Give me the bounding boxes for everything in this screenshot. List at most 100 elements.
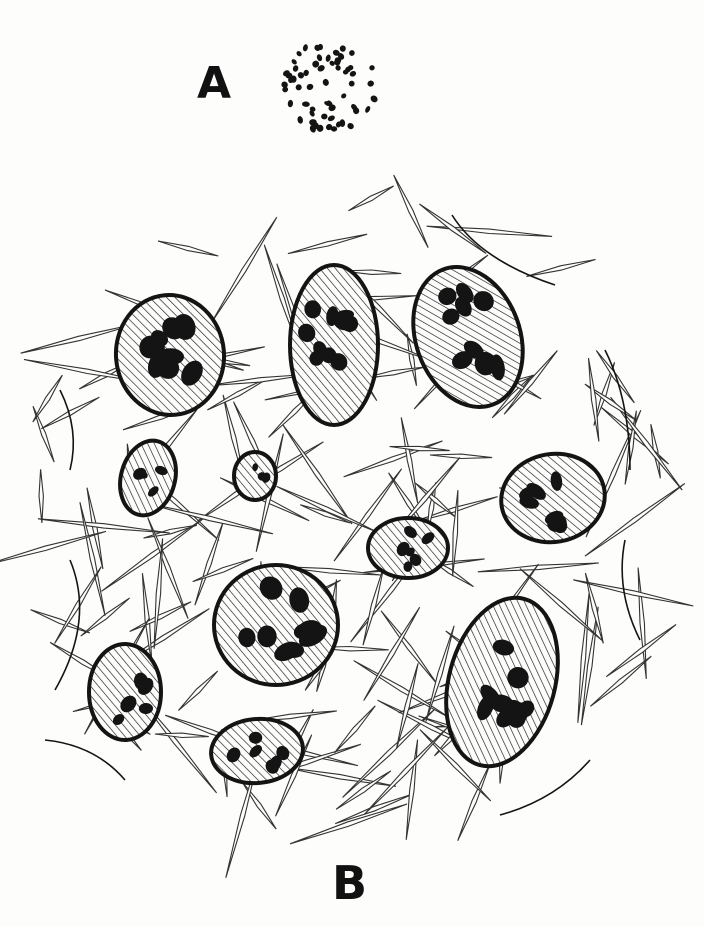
spicule [210, 216, 278, 324]
granule [295, 84, 302, 91]
spicule [147, 502, 274, 535]
cell-nucleus [288, 263, 380, 427]
granule [324, 101, 332, 107]
chromatin-blotch [252, 463, 259, 472]
spicule [419, 729, 492, 802]
nucleus-outline [499, 451, 607, 545]
granule [332, 49, 340, 56]
granule [369, 65, 375, 71]
granule [370, 95, 378, 103]
spicule [580, 606, 599, 726]
chromatin-blotch [181, 360, 203, 386]
spicule [40, 396, 100, 430]
spicule [32, 374, 63, 423]
spicule [593, 361, 616, 426]
granule [322, 78, 329, 86]
spicule [395, 663, 419, 749]
granule [282, 70, 290, 77]
chromatin-blotch [138, 702, 153, 715]
spicule [300, 504, 351, 524]
granule [321, 113, 328, 120]
fiber-arc [59, 389, 75, 471]
spicule [276, 485, 378, 533]
chromatin-blotch [421, 532, 435, 545]
fiber-arc [54, 559, 81, 691]
chromatin-blotch [298, 624, 328, 647]
cell-nucleus [113, 293, 227, 417]
spicule [80, 597, 130, 637]
chromatin-blotch [259, 576, 283, 600]
cell-nucleus [366, 516, 450, 580]
spicule [192, 557, 254, 583]
nucleus-outline [288, 263, 380, 427]
granule [349, 50, 355, 56]
cell-nucleus [118, 438, 178, 518]
spicule [79, 502, 106, 616]
fiber-arc [44, 739, 126, 781]
spicule [584, 483, 686, 557]
spicule [153, 538, 164, 649]
spicule [363, 726, 449, 815]
chromatin-blotch [452, 351, 473, 370]
chromatin-blotch [409, 553, 422, 566]
chromatin-blotch [518, 700, 535, 718]
granule [316, 54, 323, 62]
chromatin-blotch [480, 684, 501, 707]
granule [302, 44, 308, 52]
granule [287, 99, 294, 108]
granule [365, 106, 371, 113]
spicule [334, 705, 376, 754]
chromatin-blotch [269, 755, 282, 771]
chromatin-blotch [492, 639, 515, 656]
spicule [419, 203, 487, 255]
granule [325, 54, 331, 62]
spicule [86, 487, 104, 570]
spicule [389, 445, 450, 452]
spicule [426, 225, 553, 237]
chromatin-blotch [137, 677, 154, 695]
chromatin-blotch [313, 341, 327, 357]
chromatin-blotch [404, 526, 417, 538]
chromatin-blotch [519, 486, 538, 500]
cell-nucleus [411, 265, 525, 409]
spicule [429, 453, 493, 460]
figure-label-b: B [332, 856, 368, 910]
chromatin-blotch [304, 300, 322, 319]
granule [316, 124, 324, 132]
chromatin-blotch [442, 308, 460, 325]
chromatin-blotch [454, 296, 472, 317]
chromatin-blotch [155, 465, 168, 476]
fiber-arc [604, 349, 631, 471]
spicule [590, 655, 652, 707]
spicule [143, 524, 198, 539]
spicule [587, 358, 600, 442]
spicule [289, 803, 408, 845]
granule [325, 124, 333, 131]
spicule [284, 766, 397, 787]
chromatin-blotch [112, 713, 125, 726]
granule [303, 69, 309, 77]
chromatin-blotch [120, 695, 137, 713]
granule [339, 119, 346, 127]
granule-cluster-a [281, 43, 378, 133]
spicule [241, 781, 277, 830]
cell-nucleus [232, 450, 278, 502]
spicule [348, 185, 394, 212]
spicule [334, 793, 414, 825]
granule [314, 44, 321, 52]
chromatin-blotch [550, 471, 563, 491]
fiber-arc [451, 214, 556, 286]
chromatin-blotch [238, 627, 256, 648]
granule [338, 53, 345, 60]
granule [348, 80, 355, 87]
chromatin-blotch [547, 514, 567, 532]
granule [317, 65, 325, 72]
spicule [477, 562, 599, 573]
chromatin-blotch [403, 561, 413, 572]
granule [335, 65, 341, 71]
granule [341, 93, 347, 99]
spicule [393, 174, 429, 248]
spicule [282, 424, 353, 525]
spicule [573, 579, 694, 607]
